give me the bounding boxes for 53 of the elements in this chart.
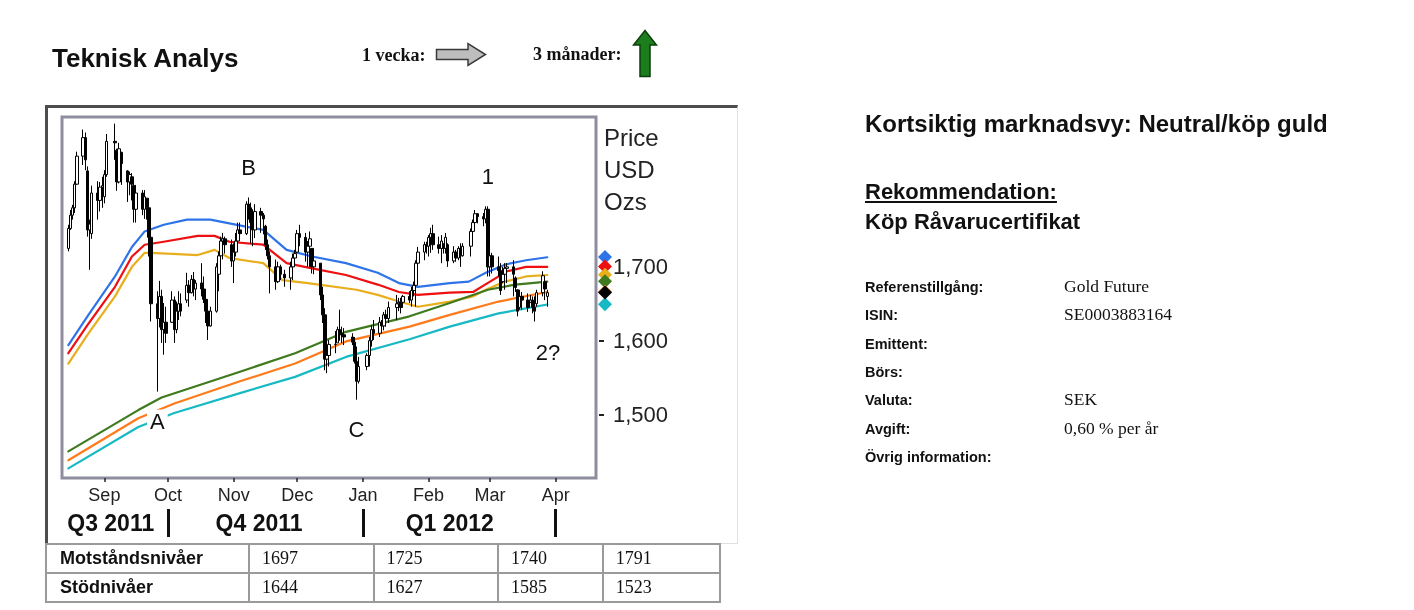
x-tick-label: Feb: [413, 485, 445, 505]
text: Köp Råvarucertifikat: [865, 209, 1081, 235]
x2-tick-label: Q1 2012: [405, 509, 494, 536]
text: Stödnivåer: [46, 573, 250, 602]
x-tick-label: Apr: [541, 485, 570, 505]
text: Motståndsnivåer: [46, 544, 250, 573]
text: 1725: [373, 544, 498, 573]
text: ISIN:: [865, 306, 899, 326]
y-tick-label: 1,600: [613, 328, 669, 354]
candlestick: [126, 169, 129, 203]
candlestick: [476, 212, 479, 224]
text: Gold Future: [1064, 276, 1150, 296]
x2-tick-label: Q4 2011: [215, 509, 303, 536]
text: 1644: [249, 573, 374, 602]
x2-tick-label: Q3 2011: [67, 509, 155, 536]
text: 1523: [602, 573, 720, 602]
text: 3 månader:: [533, 42, 622, 65]
annotation: 1: [481, 163, 495, 189]
text: 1 vecka:: [362, 43, 426, 66]
text: Rekommendation:: [865, 179, 1057, 205]
x-tick-label: Mar: [474, 485, 506, 505]
text: Referenstillgång:: [865, 278, 984, 297]
text: Emittent:: [865, 334, 928, 354]
line-series: [67, 218, 549, 347]
chart-title: Teknisk Analys: [52, 43, 239, 73]
x-tick-label: Jan: [348, 485, 378, 505]
candlestick: [283, 269, 286, 288]
text: 1627: [373, 573, 498, 602]
text: Valuta:: [865, 391, 913, 411]
text: SEK: [1064, 389, 1098, 410]
text: Kortsiktig marknadsvy: Neutral/köp guld: [865, 109, 1328, 139]
candlestick: [387, 301, 390, 324]
annotation: B: [241, 154, 256, 180]
x-tick-label: Nov: [217, 485, 250, 505]
x-tick-label: Dec: [281, 485, 314, 505]
text: 1585: [498, 573, 603, 602]
text: 1697: [249, 544, 374, 573]
text: 0,60 % per år: [1064, 417, 1159, 438]
y-tick-label: 1,500: [613, 402, 669, 428]
text: Avgift:: [865, 419, 911, 439]
text: 1791: [602, 544, 720, 573]
text: Övrig information:: [865, 447, 992, 467]
x-tick-label: Oct: [153, 485, 182, 505]
annotation: A: [150, 409, 166, 435]
text: SE0003883164: [1064, 304, 1172, 325]
text: 1740: [498, 544, 603, 573]
candlestick: [526, 292, 530, 313]
text: Börs:: [865, 362, 903, 382]
y-tick-label: 1,700: [613, 254, 669, 280]
annotation: C: [348, 417, 365, 443]
y-axis-title: Price USD Ozs: [604, 123, 659, 215]
x-tick-label: Sep: [88, 485, 121, 505]
annotation: 2?: [535, 339, 561, 365]
